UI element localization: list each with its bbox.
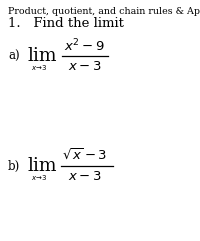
Text: $x\!\rightarrow\!3$: $x\!\rightarrow\!3$ — [31, 173, 48, 181]
Text: a): a) — [8, 49, 20, 62]
Text: $x\!\rightarrow\!3$: $x\!\rightarrow\!3$ — [31, 62, 48, 72]
Text: lim: lim — [28, 47, 58, 65]
Text: b): b) — [8, 160, 20, 173]
Text: $x-3$: $x-3$ — [68, 170, 102, 183]
Text: $x-3$: $x-3$ — [68, 60, 102, 74]
Text: lim: lim — [28, 157, 58, 175]
Text: 1.   Find the limit: 1. Find the limit — [8, 17, 124, 30]
Text: $\sqrt{x}-3$: $\sqrt{x}-3$ — [62, 147, 107, 163]
Text: $x^2-9$: $x^2-9$ — [64, 38, 105, 54]
Text: Product, quotient, and chain rules & Appli: Product, quotient, and chain rules & App… — [8, 7, 200, 16]
